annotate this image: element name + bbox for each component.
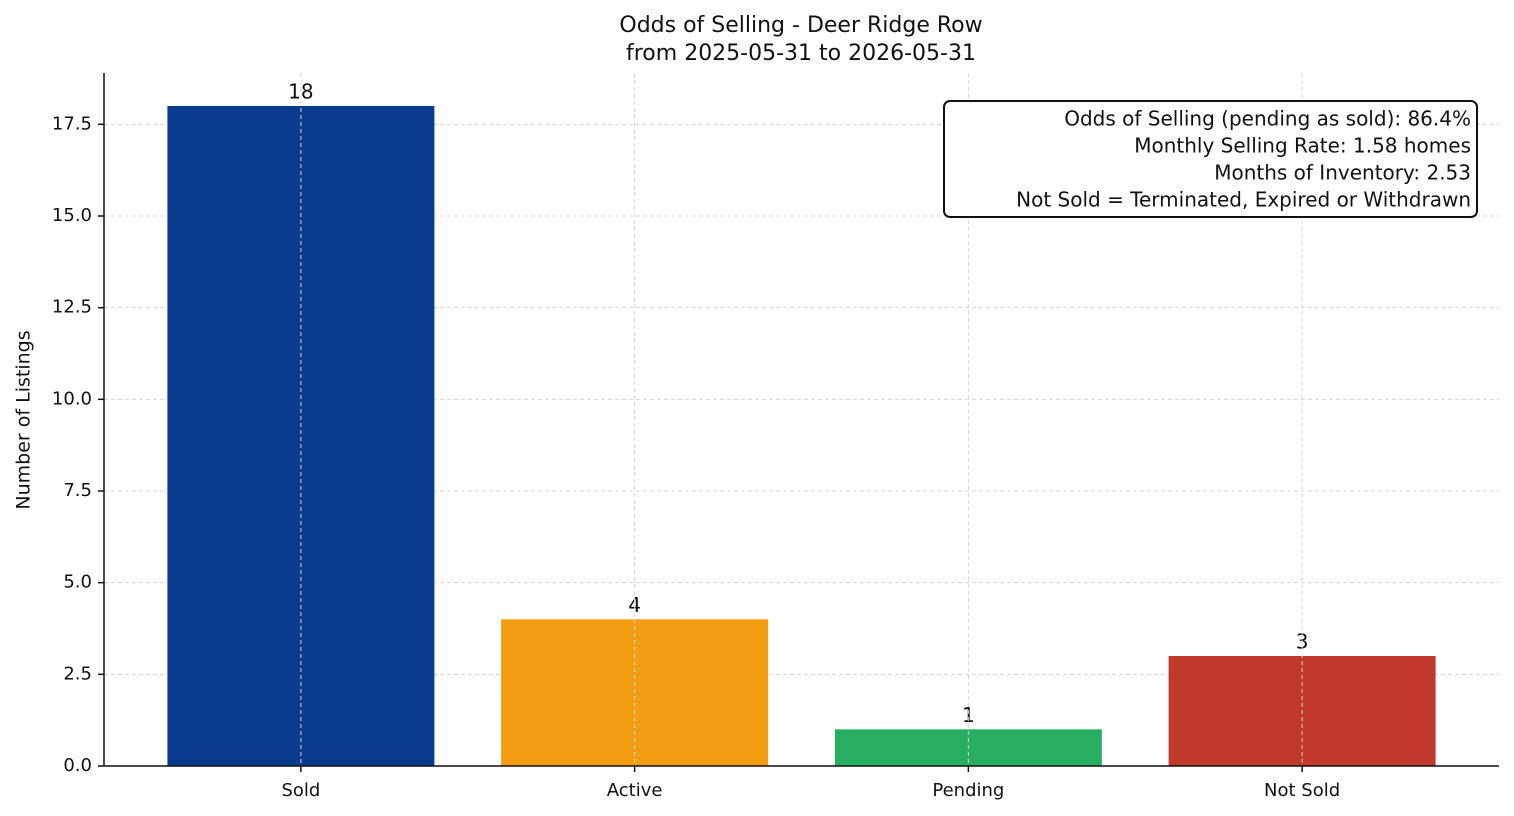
y-tick-label: 15.0 <box>52 205 92 226</box>
y-tick-label: 0.0 <box>63 755 92 776</box>
y-axis-label: Number of Listings <box>13 330 35 509</box>
annotation: Odds of Selling (pending as sold): 86.4% <box>1064 107 1471 131</box>
value-label: 1 <box>962 703 975 727</box>
x-tick-label: Sold <box>281 780 320 801</box>
annotation: Months of Inventory: 2.53 <box>1214 161 1471 185</box>
y-tick-label: 12.5 <box>52 297 92 318</box>
y-tick-label: 5.0 <box>63 572 92 593</box>
annotation: Monthly Selling Rate: 1.58 homes <box>1134 134 1471 158</box>
bar <box>167 106 435 766</box>
annotation-box <box>943 100 1478 218</box>
x-tick-label: Not Sold <box>1264 780 1340 801</box>
chart-subtitle: from 2025-05-31 to 2026-05-31 <box>626 41 976 66</box>
annotation: Not Sold = Terminated, Expired or Withdr… <box>1016 188 1471 212</box>
y-tick-label: 17.5 <box>52 113 92 134</box>
y-tick-label: 2.5 <box>63 663 92 684</box>
chart-title: Odds of Selling - Deer Ridge Row <box>619 13 982 38</box>
y-tick-label: 7.5 <box>63 480 92 501</box>
y-tick-label: 10.0 <box>52 388 92 409</box>
value-label: 4 <box>628 593 641 617</box>
x-tick-label: Active <box>607 780 663 801</box>
x-tick-label: Pending <box>932 780 1004 801</box>
